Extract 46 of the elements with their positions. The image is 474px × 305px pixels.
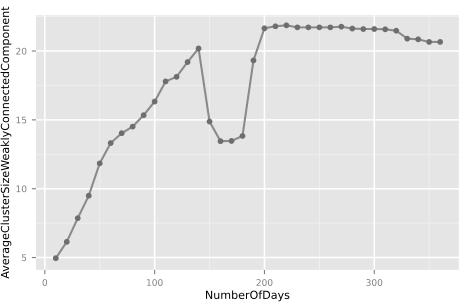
point <box>86 192 92 199</box>
point <box>272 23 278 30</box>
point <box>437 39 444 45</box>
point <box>140 112 147 118</box>
point <box>196 46 202 52</box>
point <box>415 36 422 42</box>
y-tick-label: 10 <box>16 185 26 192</box>
point <box>118 130 125 136</box>
point <box>404 36 410 42</box>
point <box>174 74 180 80</box>
point <box>108 140 114 146</box>
point <box>240 133 246 139</box>
point <box>393 28 400 34</box>
x-tick-label: 300 <box>366 279 382 286</box>
point <box>152 98 158 104</box>
x-tick-label: 200 <box>256 279 272 286</box>
y-tick-label: 15 <box>16 116 26 124</box>
point <box>162 78 169 84</box>
point <box>96 160 103 166</box>
point <box>360 26 366 32</box>
point <box>218 138 224 144</box>
point <box>349 26 356 32</box>
point <box>206 118 212 124</box>
point <box>305 24 312 30</box>
y-tick-label: 20 <box>16 48 26 55</box>
y-tick-label: 5 <box>22 254 26 262</box>
x-tick-label: 0 <box>42 279 48 286</box>
point <box>228 138 234 144</box>
point <box>184 59 190 65</box>
point <box>327 24 334 30</box>
point <box>283 22 290 28</box>
point <box>426 39 432 45</box>
x-tick-label: 100 <box>147 279 163 286</box>
point <box>250 57 256 64</box>
point <box>338 24 344 30</box>
point <box>382 26 388 32</box>
y-axis-title: AverageClusterSizeWeaklyConnectedComponent <box>0 6 12 279</box>
point <box>294 24 300 30</box>
point <box>262 25 268 32</box>
point <box>64 238 70 245</box>
point <box>52 255 59 262</box>
point <box>371 26 378 32</box>
point <box>316 24 322 30</box>
x-axis-title: NumberOfDays <box>206 290 290 302</box>
point <box>130 124 136 130</box>
point <box>74 215 81 222</box>
